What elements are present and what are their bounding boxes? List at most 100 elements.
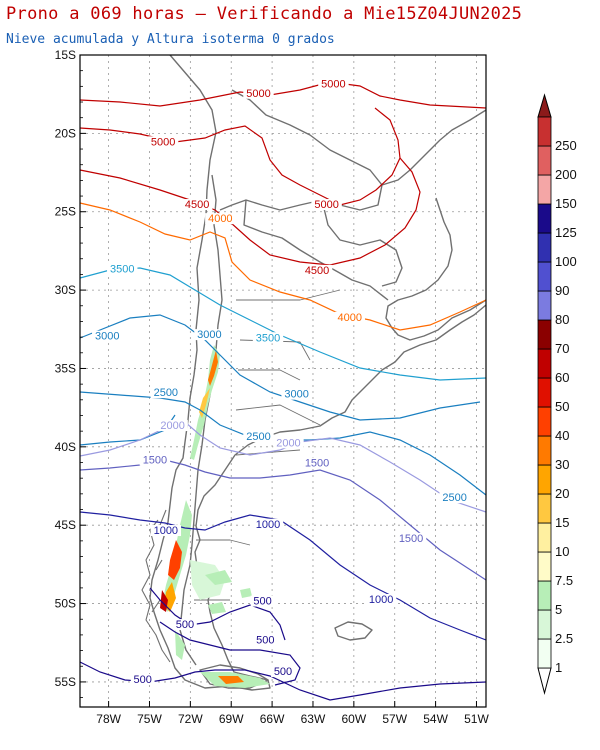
lat-tick-label: 35S xyxy=(55,361,76,375)
lat-tick-label: 55S xyxy=(55,675,76,689)
colorbar-segment xyxy=(537,377,552,408)
snow-east-patches xyxy=(205,570,252,614)
isotherm-label-bg xyxy=(181,199,213,211)
lat-tick-label: 15S xyxy=(55,48,76,62)
lat-tick-label: 30S xyxy=(55,283,76,297)
latitude-ticks: 15S 20S 25S 30S 35S 40S 45S 50S 55S xyxy=(55,48,86,698)
snow-andes-central-heavy xyxy=(208,350,218,386)
isotherm-label: 3000 xyxy=(197,329,221,341)
colorbar-segment xyxy=(537,551,552,582)
chile-archipelago xyxy=(141,509,171,663)
snow-andes-central-mid xyxy=(199,388,210,418)
colorbar-segment xyxy=(537,435,552,466)
isotherm-label: 500 xyxy=(133,674,151,686)
colorbar-label: 90 xyxy=(555,283,569,298)
isotherm-label: 3000 xyxy=(95,331,119,343)
plot-area xyxy=(80,55,486,707)
isotherm-label-bg xyxy=(395,532,427,544)
isotherm-label-bg xyxy=(150,525,182,537)
contour-2000 xyxy=(79,421,487,513)
border-brazil xyxy=(381,109,487,186)
plot-frame xyxy=(79,54,487,708)
isotherm-label: 5000 xyxy=(246,88,270,100)
lat-tick-label: 25S xyxy=(55,205,76,219)
colorbar: 1 2.5 5 7.5 10 15 20 30 40 50 60 70 80 90 100 125 150 200… xyxy=(537,93,577,695)
colorbar-segment xyxy=(537,493,552,524)
isotherm-label: 3500 xyxy=(110,263,134,275)
colorbar-segment xyxy=(537,638,552,669)
isotherm-label-bg xyxy=(173,619,197,631)
isotherm-label-bg xyxy=(301,264,333,276)
lat-tick-label: 45S xyxy=(55,518,76,532)
colorbar-label: 5 xyxy=(555,602,562,617)
isotherm-label: 1500 xyxy=(399,533,423,545)
isotherm-label: 4000 xyxy=(338,312,362,324)
isotherm-label: 2500 xyxy=(154,387,178,399)
border-paraguay xyxy=(321,199,403,287)
isotherm-label: 5000 xyxy=(321,78,345,90)
isotherm-label: 3000 xyxy=(284,389,308,401)
colorbar-label: 250 xyxy=(555,138,577,153)
isotherm-label-bg xyxy=(253,634,278,646)
colorbar-segment xyxy=(537,348,552,379)
colorbar-label: 30 xyxy=(555,457,569,472)
isotherm-label: 4500 xyxy=(305,265,329,277)
colorbar-segment xyxy=(537,290,552,321)
isotherm-label-bg xyxy=(252,518,284,530)
isotherm-labels: 5000 5000 5000 5000 4500 4500 4000 4000 3500 3500… xyxy=(92,78,470,686)
colorbar-segment xyxy=(537,522,552,553)
lon-tick-label: 57W xyxy=(382,712,407,726)
isotherm-label-bg xyxy=(92,330,123,342)
isotherm-label: 500 xyxy=(256,635,274,647)
contour-5000-west xyxy=(79,107,401,206)
isotherm-label-bg xyxy=(243,87,274,99)
isotherm-label-bg xyxy=(147,136,179,148)
longitude-ticks: 78W 75W 72W 69W 66W 63W 60W 57W 54W 51W xyxy=(96,701,489,726)
snow-patagonia-east xyxy=(190,560,225,600)
snow-patagonia-heavy xyxy=(168,540,182,580)
isotherm-label: 4500 xyxy=(185,199,209,211)
lon-tick-label: 78W xyxy=(96,712,121,726)
isotherm-label-bg xyxy=(301,457,333,469)
contour-3000 xyxy=(79,314,481,421)
isotherm-contours xyxy=(79,81,487,701)
isotherm-label-bg xyxy=(139,454,171,466)
isotherm-label-bg xyxy=(250,595,275,607)
colorbar-segment xyxy=(537,406,552,437)
isotherm-label-bg xyxy=(334,311,365,323)
colorbar-segment xyxy=(537,116,552,147)
colorbar-label: 50 xyxy=(555,399,569,414)
map-subtitle: Nieve acumulada y Altura isoterma 0 grad… xyxy=(6,32,335,47)
contour-500-b xyxy=(159,621,301,686)
isotherm-label-bg xyxy=(318,78,349,90)
colorbar-label: 20 xyxy=(555,486,569,501)
colorbar-segment xyxy=(537,464,552,495)
colorbar-label: 200 xyxy=(555,167,577,182)
contour-3500 xyxy=(79,267,487,381)
lon-tick-label: 75W xyxy=(137,712,162,726)
isotherm-label: 1500 xyxy=(305,458,329,470)
contour-1000 xyxy=(79,511,487,641)
coastline-east xyxy=(385,197,487,341)
colorbar-segment xyxy=(537,261,552,292)
lon-tick-label: 60W xyxy=(342,712,367,726)
isotherm-label-bg xyxy=(107,263,138,275)
isotherm-label: 5000 xyxy=(314,199,338,211)
colorbar-segment xyxy=(537,203,552,234)
colorbar-label: 150 xyxy=(555,196,577,211)
isotherm-label-bg xyxy=(252,332,284,344)
map-title: Prono a 069 horas — Verificando a Mie15Z… xyxy=(6,4,523,24)
isotherm-label: 1000 xyxy=(154,525,178,537)
colorbar-label: 15 xyxy=(555,515,569,530)
colorbar-segment xyxy=(537,609,552,640)
isotherm-label-bg xyxy=(365,593,397,605)
colorbar-label: 40 xyxy=(555,428,569,443)
lon-tick-label: 66W xyxy=(260,712,285,726)
colorbar-label: 70 xyxy=(555,341,569,356)
colorbar-segment xyxy=(537,145,552,176)
colorbar-label: 125 xyxy=(555,225,577,240)
colorbar-label: 2.5 xyxy=(555,631,573,646)
isotherm-label: 1000 xyxy=(256,519,280,531)
border-bolivia xyxy=(219,89,383,211)
isotherm-label: 2500 xyxy=(246,431,270,443)
